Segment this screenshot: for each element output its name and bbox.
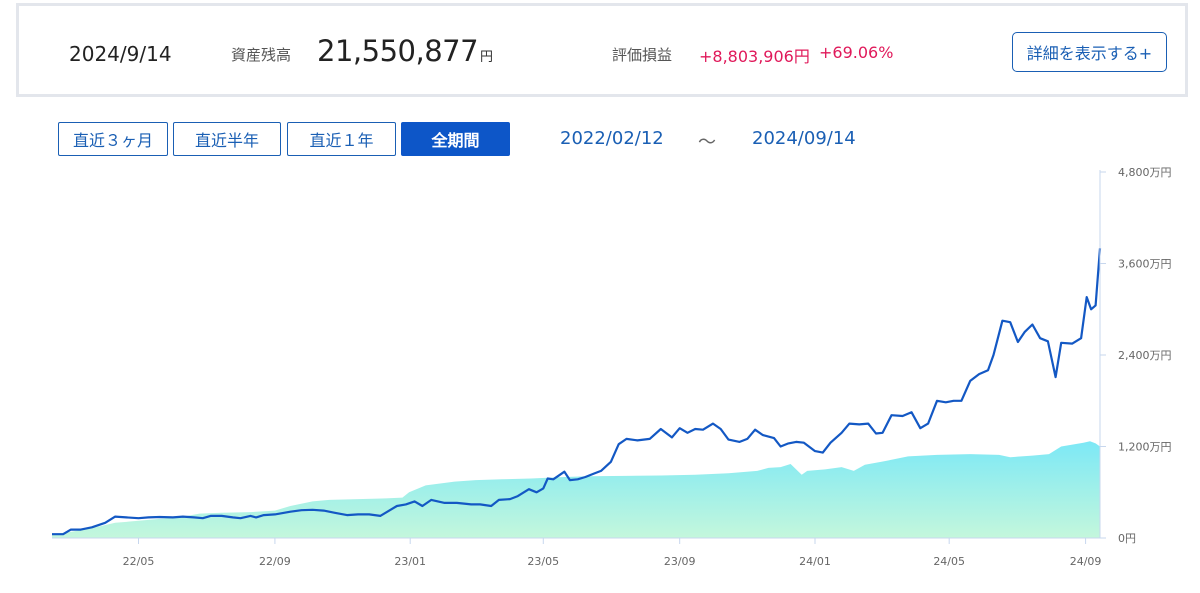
x-tick-label: 22/05 xyxy=(123,555,155,568)
period-button-3-months[interactable]: 直近３ヶ月 xyxy=(58,122,168,156)
balance-label: 資産残高 xyxy=(231,46,292,64)
summary-date: 2024/9/14 xyxy=(69,42,172,66)
valuation-line xyxy=(52,248,1102,536)
pl-label: 評価損益 xyxy=(612,46,673,64)
balance-value: 21,550,877 円 xyxy=(317,34,493,68)
x-tick-label: 23/05 xyxy=(527,555,559,568)
balance-amount: 21,550,877 xyxy=(317,34,479,68)
period-button-all[interactable]: 全期間 xyxy=(401,122,510,156)
pl-rate: +69.06% xyxy=(819,43,894,62)
x-tick-label: 24/01 xyxy=(799,555,831,568)
show-details-button[interactable]: 詳細を表示する+ xyxy=(1012,32,1167,72)
asset-chart: 0円 1,200万円 2,400万円 3,600万円 4,800万円 22/05 22/0… xyxy=(52,166,1172,568)
y-tick-label: 3,600万円 xyxy=(1118,258,1172,271)
pl-amount: +8,803,906円 xyxy=(699,47,810,66)
y-tick-label: 0円 xyxy=(1118,532,1136,545)
range-separator: ～ xyxy=(698,132,716,153)
x-tick-label: 24/05 xyxy=(933,555,965,568)
y-tick-label: 4,800万円 xyxy=(1118,166,1172,179)
period-button-half-year[interactable]: 直近半年 xyxy=(173,122,281,156)
x-tick-label: 24/09 xyxy=(1070,555,1102,568)
x-tick-label: 22/09 xyxy=(259,555,291,568)
y-tick-label: 2,400万円 xyxy=(1118,349,1172,362)
y-tick-label: 1,200万円 xyxy=(1118,441,1172,454)
range-end-date: 2024/09/14 xyxy=(752,128,856,149)
principal-area xyxy=(52,441,1100,538)
balance-unit: 円 xyxy=(480,50,493,65)
x-tick-label: 23/01 xyxy=(394,555,426,568)
asset-summary-panel: 2024/9/14 資産残高 21,550,877 円 評価損益 +8,803,9… xyxy=(16,3,1188,97)
period-button-1-year[interactable]: 直近１年 xyxy=(287,122,396,156)
range-start-date: 2022/02/12 xyxy=(560,128,664,149)
x-tick-label: 23/09 xyxy=(664,555,696,568)
